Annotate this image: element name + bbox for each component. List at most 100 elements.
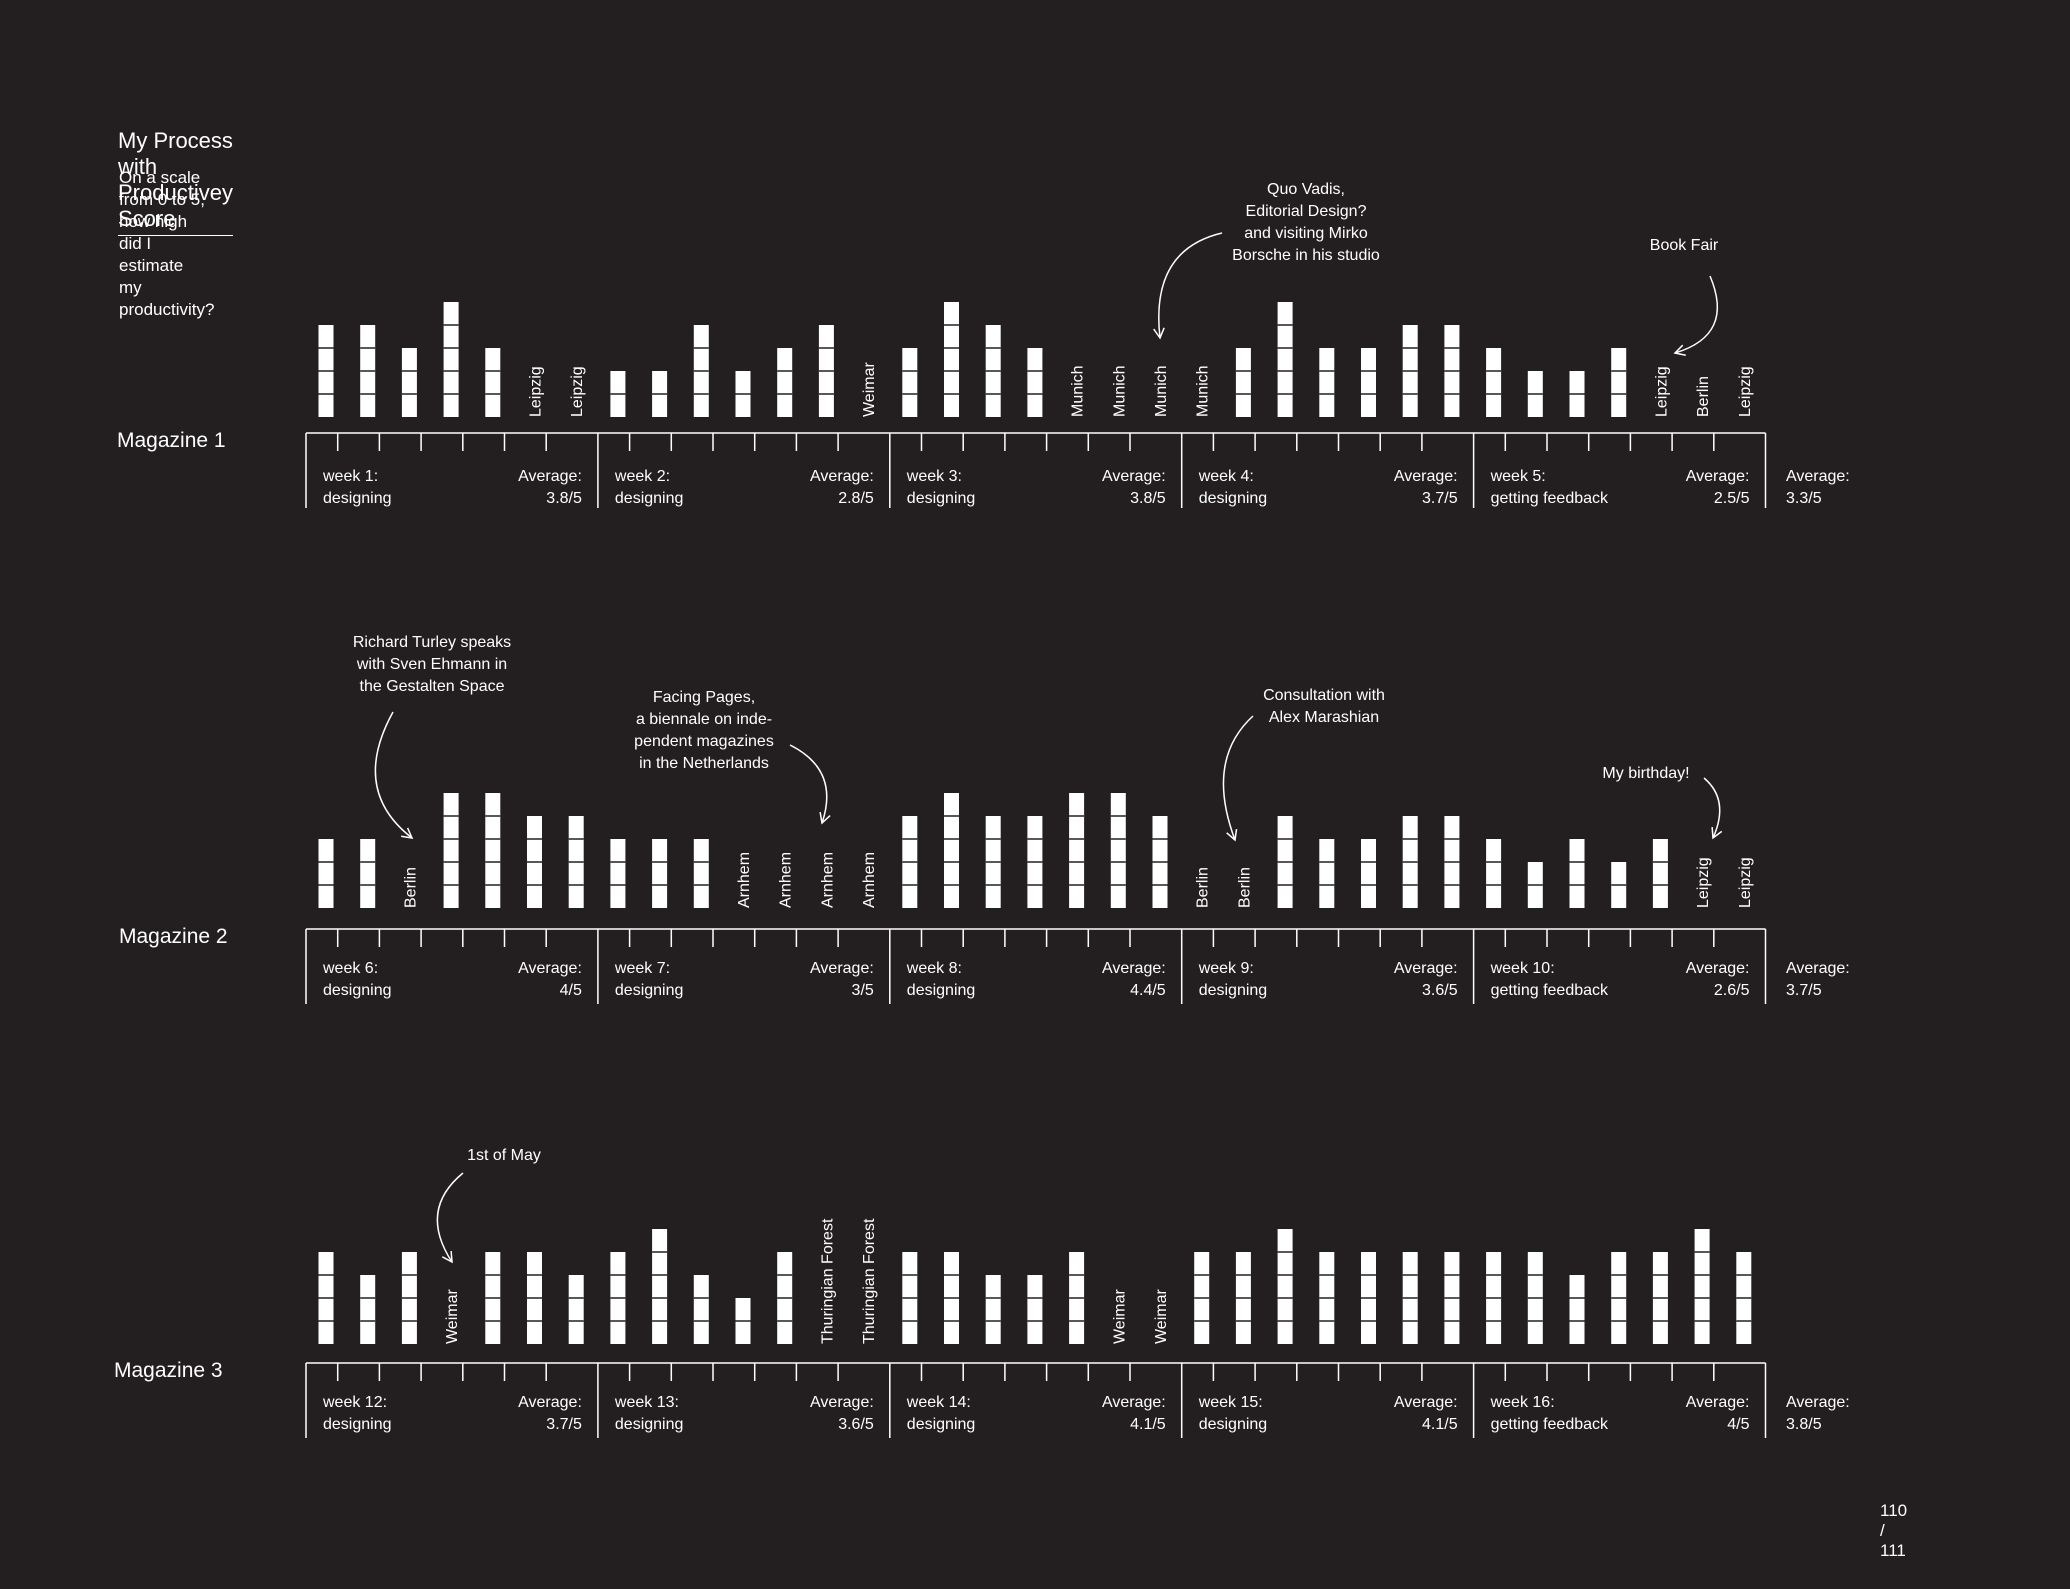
bar-body — [902, 348, 918, 417]
bar-body — [360, 1275, 376, 1344]
day-bar — [610, 839, 626, 908]
average-value: 2.6/5 — [1714, 982, 1750, 999]
annotation-arrow — [789, 744, 828, 824]
day-bar — [1527, 862, 1543, 908]
average-value: 3/5 — [852, 982, 874, 999]
day-bar — [1486, 348, 1502, 417]
arrowhead-icon — [401, 827, 414, 839]
week-label: week 15: — [1198, 1394, 1263, 1411]
annotation-text: Quo Vadis, — [1267, 181, 1345, 198]
day-bar — [1611, 1252, 1627, 1344]
overall-average-value: 3.7/5 — [1786, 982, 1822, 999]
day-bar — [443, 302, 459, 417]
day-bar — [693, 839, 709, 908]
magazine-label: Magazine 2 — [119, 925, 228, 948]
bar-body — [944, 302, 959, 417]
day-bar — [735, 371, 751, 417]
average-value: 2.5/5 — [1714, 490, 1750, 507]
annotation-arrow — [1158, 232, 1223, 339]
annotation-text: and visiting Mirko — [1244, 225, 1368, 242]
bar-body — [1486, 348, 1502, 417]
bar-body — [318, 839, 334, 908]
overall-average-label: Average: — [1786, 1394, 1850, 1411]
annotation-text: the Gestalten Space — [360, 678, 505, 695]
bar-body — [1486, 839, 1502, 908]
location-label: Leipzig — [1695, 857, 1712, 908]
day-bar — [1402, 1252, 1418, 1344]
day-bar — [485, 348, 501, 417]
day-bar — [1235, 348, 1251, 417]
annotation-text: Book Fair — [1650, 237, 1719, 254]
location-label: Berlin — [402, 867, 419, 908]
week-label: week 9: — [1198, 960, 1254, 977]
bar-body — [777, 348, 793, 417]
average-value: 4.4/5 — [1130, 982, 1166, 999]
bar-body — [1569, 839, 1585, 908]
average-value: 3.7/5 — [1422, 490, 1458, 507]
annotation: Consultation with Alex Marashian — [1222, 687, 1385, 842]
day-bar — [1527, 371, 1543, 417]
bar-body — [1361, 348, 1376, 417]
week-label: week 10: — [1490, 960, 1555, 977]
day-bar — [1444, 816, 1460, 908]
day-bar — [1027, 1275, 1043, 1344]
day-bar — [360, 839, 376, 908]
overall-average-value: 3.3/5 — [1786, 490, 1822, 507]
week-phase: designing — [907, 490, 976, 507]
overall-average-label: Average: — [1786, 468, 1850, 485]
location-label: Thuringian Forest — [861, 1218, 878, 1344]
day-bar — [1277, 302, 1293, 417]
bar-body — [1277, 1229, 1293, 1344]
annotation-text: Facing Pages, — [653, 689, 755, 706]
average-label: Average: — [1102, 1394, 1166, 1411]
arrowhead-icon — [1226, 829, 1238, 842]
day-bar — [902, 1252, 918, 1344]
day-bar — [401, 348, 417, 417]
average-label: Average: — [810, 468, 874, 485]
average-label: Average: — [1102, 468, 1166, 485]
arrowhead-icon — [1153, 327, 1165, 340]
location-label: Thuringian Forest — [819, 1218, 836, 1344]
annotation-text: in the Netherlands — [639, 755, 769, 772]
bar-body — [1027, 348, 1043, 417]
average-value: 4/5 — [1727, 1416, 1749, 1433]
annotation-text: Consultation with — [1263, 687, 1385, 704]
location-label: Leipzig — [528, 366, 545, 417]
bar-body — [985, 1275, 1001, 1344]
bar-body — [944, 793, 959, 908]
bar-body — [693, 839, 709, 908]
day-bar — [1652, 1252, 1668, 1344]
week-phase: designing — [1199, 1416, 1268, 1433]
day-bar — [1444, 1252, 1460, 1344]
bar-body — [1027, 1275, 1043, 1344]
average-value: 3.7/5 — [546, 1416, 582, 1433]
bar-body — [485, 348, 501, 417]
location-label: Weimar — [1111, 1289, 1128, 1344]
bar-body — [1319, 348, 1335, 417]
day-bar — [693, 1275, 709, 1344]
magazine-label: Magazine 1 — [117, 429, 226, 452]
day-bar — [777, 348, 793, 417]
day-bar — [610, 1252, 626, 1344]
day-bar — [1611, 862, 1627, 908]
day-bar — [1527, 1252, 1543, 1344]
week-phase: designing — [907, 982, 976, 999]
magazine-row: Magazine 2 Berlin Arnhem Arnhem Arnhem Arnhem… — [119, 793, 1850, 1004]
day-bar — [652, 371, 668, 417]
day-bar — [1152, 816, 1168, 908]
subtitle-line: my productivity? — [119, 278, 215, 319]
arrowhead-icon — [819, 812, 831, 825]
day-bar — [1027, 816, 1043, 908]
day-bar — [1319, 1252, 1335, 1344]
week-phase: designing — [323, 982, 392, 999]
day-bar — [777, 1252, 793, 1344]
bar-body — [1652, 839, 1668, 908]
location-label: Weimar — [1153, 1289, 1170, 1344]
day-bar — [1694, 1229, 1710, 1344]
bar-body — [1319, 839, 1335, 908]
bar-body — [443, 302, 459, 417]
day-bar — [902, 348, 918, 417]
day-bar — [1652, 839, 1668, 908]
bar-body — [1235, 348, 1251, 417]
